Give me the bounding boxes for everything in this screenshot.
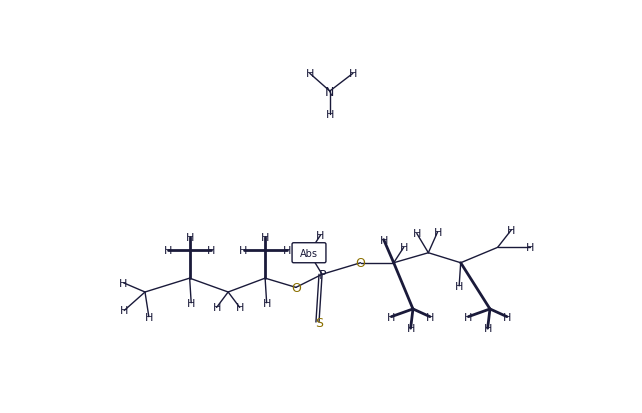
Text: H: H [263, 298, 271, 308]
Text: O: O [291, 281, 301, 294]
Text: H: H [282, 246, 291, 256]
Text: O: O [356, 256, 365, 270]
Text: H: H [186, 232, 194, 242]
Text: H: H [306, 69, 314, 79]
Text: H: H [239, 246, 248, 256]
Text: H: H [413, 229, 421, 239]
Text: H: H [433, 228, 442, 237]
Text: H: H [455, 281, 464, 291]
FancyBboxPatch shape [292, 243, 326, 263]
Text: H: H [406, 323, 415, 333]
Text: Abs: Abs [300, 248, 318, 258]
Text: H: H [507, 225, 516, 235]
Text: H: H [426, 312, 434, 322]
Text: S: S [315, 316, 323, 329]
Text: P: P [318, 268, 326, 281]
Text: H: H [349, 69, 357, 79]
Text: H: H [379, 235, 388, 245]
Text: H: H [207, 246, 216, 256]
Text: H: H [261, 232, 269, 242]
Text: H: H [317, 230, 325, 240]
Text: H: H [503, 312, 511, 322]
Text: H: H [213, 303, 221, 313]
Text: H: H [399, 243, 408, 253]
Text: H: H [387, 312, 395, 322]
Text: H: H [236, 303, 244, 313]
Text: H: H [119, 278, 128, 288]
Text: H: H [164, 246, 172, 256]
Text: H: H [464, 312, 473, 322]
Text: H: H [144, 312, 153, 322]
Text: H: H [187, 298, 195, 308]
Text: H: H [325, 110, 334, 120]
Text: H: H [526, 243, 534, 253]
Text: N: N [325, 85, 334, 98]
Text: H: H [120, 306, 128, 316]
Text: H: H [483, 323, 492, 333]
